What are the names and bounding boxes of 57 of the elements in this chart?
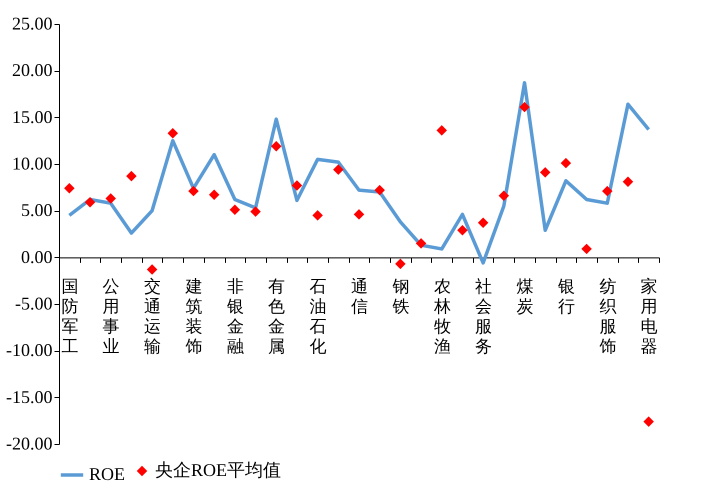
- x-tick-label: 公用事业: [102, 276, 120, 356]
- point: [333, 164, 344, 175]
- point: [230, 204, 240, 215]
- point: [643, 416, 654, 427]
- x-tick-label: 非银金融: [226, 276, 244, 356]
- y-tick-label: 15.00: [12, 106, 52, 127]
- line-series: [68, 81, 650, 265]
- point: [146, 264, 158, 275]
- point: [498, 190, 510, 201]
- x-tick-label: 有色金属: [268, 276, 286, 356]
- legend-label: ROE: [89, 464, 126, 484]
- point: [395, 258, 406, 270]
- point: [416, 238, 426, 249]
- point: [270, 141, 282, 152]
- point: [519, 102, 530, 112]
- x-tick-label: 银行: [556, 276, 575, 316]
- point: [354, 209, 364, 220]
- x-tick-label: 社会服务: [475, 276, 492, 356]
- x-tick-label: 纺织服饰: [598, 276, 616, 356]
- point: [250, 206, 261, 217]
- x-tick-label: 国防军工: [61, 276, 78, 356]
- point: [602, 186, 613, 196]
- point: [374, 184, 385, 196]
- point: [64, 183, 75, 194]
- point: [312, 210, 323, 221]
- point: [84, 197, 96, 208]
- point: [457, 225, 468, 236]
- point: [560, 158, 572, 168]
- point: [540, 167, 550, 178]
- point: [478, 218, 488, 228]
- point: [208, 190, 220, 200]
- x-tick-label: 家用电器: [640, 276, 658, 356]
- point: [436, 125, 448, 136]
- point: [126, 170, 137, 182]
- x-tick-label: 通信: [351, 276, 368, 316]
- y-tick-label: -5.00: [15, 294, 52, 314]
- point: [188, 186, 199, 196]
- point: [292, 180, 302, 191]
- y-tick-label: 20.00: [12, 60, 52, 80]
- legend-label: 央企ROE平均值: [155, 460, 281, 480]
- y-tick-label: -15.00: [6, 386, 52, 407]
- x-tick-label: 农林牧渔: [432, 276, 451, 356]
- y-tick-label: 10.00: [12, 154, 52, 174]
- y-tick-label: 5.00: [21, 200, 52, 220]
- x-tick-label: 钢铁: [391, 276, 410, 316]
- y-tick-label: -20.00: [6, 434, 52, 454]
- point: [581, 244, 592, 254]
- point: [168, 128, 178, 138]
- x-tick-label: 建筑装饰: [184, 276, 202, 356]
- point: [622, 176, 634, 187]
- point: [105, 193, 116, 204]
- x-tick-label: 石油石化: [310, 276, 327, 356]
- y-tick-label: 0.00: [21, 246, 52, 267]
- y-tick-label: 25.00: [12, 14, 52, 34]
- y-tick-label: -10.00: [6, 340, 52, 360]
- x-tick-label: 交通运输: [144, 276, 162, 356]
- x-tick-label: 煤炭: [516, 276, 534, 316]
